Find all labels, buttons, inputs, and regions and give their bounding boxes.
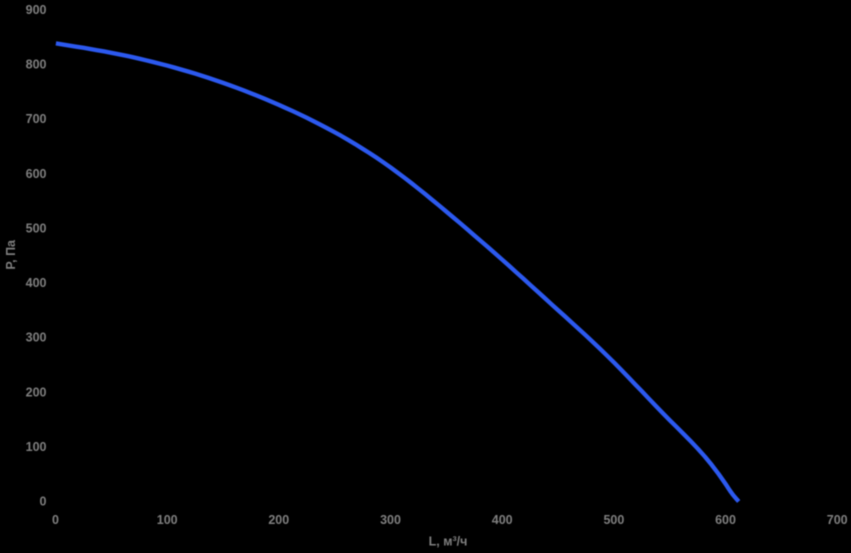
svg-text:400: 400 — [492, 513, 513, 527]
svg-text:300: 300 — [26, 331, 47, 345]
svg-text:700: 700 — [827, 513, 848, 527]
svg-text:500: 500 — [26, 221, 47, 235]
svg-text:400: 400 — [26, 276, 47, 290]
svg-text:200: 200 — [268, 513, 289, 527]
svg-text:600: 600 — [26, 167, 47, 181]
svg-text:900: 900 — [26, 3, 47, 17]
svg-text:100: 100 — [26, 440, 47, 454]
svg-text:600: 600 — [715, 513, 736, 527]
svg-text:800: 800 — [26, 58, 47, 72]
svg-text:300: 300 — [380, 513, 401, 527]
svg-text:L, м³/ч: L, м³/ч — [429, 535, 468, 549]
svg-text:P, Па: P, Па — [4, 239, 18, 270]
svg-text:200: 200 — [26, 385, 47, 399]
svg-text:500: 500 — [603, 513, 624, 527]
svg-text:0: 0 — [52, 513, 59, 527]
svg-text:100: 100 — [157, 513, 178, 527]
svg-text:700: 700 — [26, 112, 47, 126]
svg-text:0: 0 — [40, 495, 47, 509]
